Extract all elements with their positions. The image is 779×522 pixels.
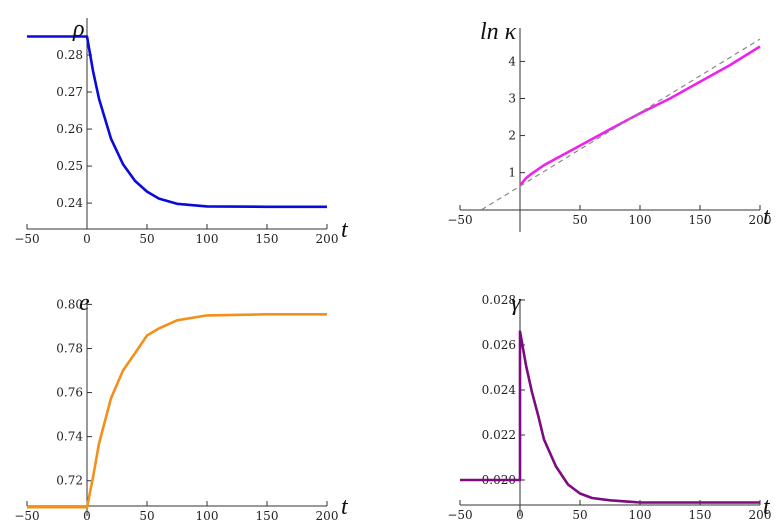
x-tick-label: 50 (139, 232, 154, 246)
x-tick-label: 0 (516, 508, 524, 522)
x-axis-label: t (341, 494, 349, 520)
asymptote-line (481, 38, 761, 211)
x-tick-label: 200 (749, 213, 772, 227)
y-tick-label: 0.026 (482, 338, 516, 352)
x-tick-label: 0 (83, 509, 91, 522)
subplot-1: −50 0 50 100 150 200 0.24 0.25 0.26 0.27 0.28 ρ t (14, 16, 349, 246)
x-tick-label: 150 (256, 509, 279, 522)
y-tick-label: 3 (508, 91, 516, 105)
y-axis-label: γ (511, 290, 521, 316)
y-axis-label: e (79, 290, 90, 316)
y-tick-label: 0.028 (482, 293, 516, 307)
y-tick-label: 1 (508, 166, 516, 180)
y-tick-label: 0.022 (482, 428, 516, 442)
y-tick-label: 0.72 (56, 474, 83, 488)
y-axis-label: ρ (72, 16, 85, 42)
x-tick-label: 150 (689, 508, 712, 522)
y-axis-label: ln κ (480, 19, 517, 45)
y-tick-label: 0.26 (56, 122, 83, 136)
x-tick-label: 50 (572, 213, 587, 227)
y-tick-label: 0.78 (56, 341, 83, 355)
x-tick-label: 200 (316, 509, 339, 522)
x-axis-label: t (763, 494, 771, 520)
subplot-3: −50 0 50 100 150 200 0.72 0.74 0.76 0.78 0.80e t (14, 290, 349, 522)
x-axis-label: t (341, 217, 349, 243)
y-tick-label: 0.024 (482, 383, 517, 397)
x-tick-label: 100 (196, 232, 219, 246)
x-tick-label: 50 (572, 508, 587, 522)
subplot-2: −50 50 100 150 200 1 2 3 4 ln κ t (447, 19, 771, 232)
y-tick-label: 0.24 (56, 196, 83, 210)
x-tick-label: 50 (139, 509, 154, 522)
x-tick-label: −50 (447, 213, 472, 227)
x-tick-label: 100 (629, 213, 652, 227)
x-tick-label: −50 (447, 508, 472, 522)
x-tick-label: 150 (689, 213, 712, 227)
x-tick-label: 100 (629, 508, 652, 522)
y-tick-label: 0.27 (56, 85, 83, 99)
series-line (27, 313, 327, 509)
series-line (518, 45, 761, 187)
x-tick-label: −50 (14, 232, 39, 246)
series-line (460, 330, 760, 504)
series-line (27, 35, 327, 209)
y-tick-label: 2 (508, 129, 516, 143)
y-tick-label: 0.80 (56, 297, 83, 311)
x-tick-label: 0 (83, 232, 91, 246)
x-tick-label: 200 (749, 508, 772, 522)
x-axis-label: t (763, 204, 771, 230)
y-tick-label: 4 (508, 54, 516, 68)
x-tick-label: 200 (316, 232, 339, 246)
x-tick-label: −50 (14, 509, 39, 522)
y-tick-label: 0.76 (56, 386, 83, 400)
y-tick-label: 0.25 (56, 159, 83, 173)
y-tick-label: 0.28 (56, 48, 83, 62)
y-tick-label: 0.74 (56, 430, 83, 444)
x-tick-label: 100 (196, 509, 219, 522)
subplot-4: −50 0 50 100 150 2000.0200.0220.0240.0260.028… (447, 290, 771, 522)
x-tick-label: 150 (256, 232, 279, 246)
